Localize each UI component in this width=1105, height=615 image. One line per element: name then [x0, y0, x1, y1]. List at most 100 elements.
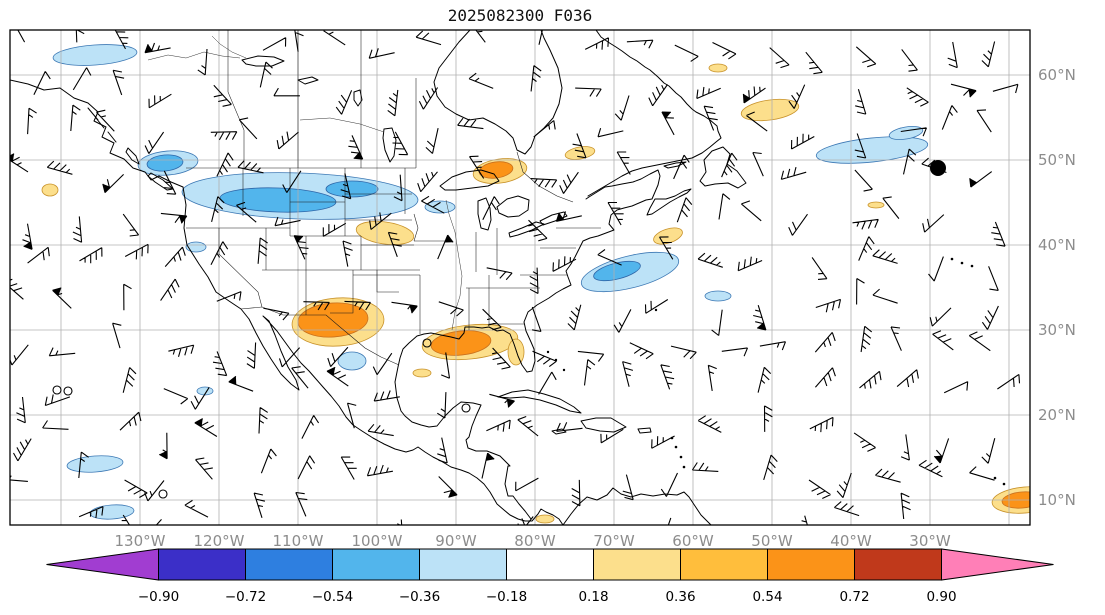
colorbar-tick-label: −0.18 [486, 589, 527, 605]
anomaly-region-negL [337, 351, 367, 371]
island-dot [970, 264, 974, 268]
wind-barb-pennant [743, 93, 751, 103]
wind-barb-pennant [506, 399, 515, 408]
alaska-panhandle-islands [87, 107, 117, 143]
wind-barb-pennant [102, 183, 111, 193]
colorbar-segment [332, 548, 420, 581]
lon-tick-label: 120°W [194, 532, 245, 550]
anomaly-region-posM [430, 330, 492, 356]
wind-barb-pennant [178, 215, 187, 224]
vancouver-island [147, 172, 174, 191]
lon-tick-label: 60°W [672, 532, 714, 550]
anomaly-region-posL [740, 98, 800, 122]
lake-erie [508, 221, 545, 238]
lon-tick-label: 100°W [352, 532, 403, 550]
anomaly-region-negL [704, 290, 732, 302]
lon-tick-label: 110°W [273, 532, 324, 550]
anomaly-region-posL [564, 146, 596, 160]
border-nm-tx [330, 270, 354, 314]
lat-tick-label: 50°N [1038, 151, 1076, 169]
nova-scotia [646, 188, 692, 216]
hudson-bay [433, 30, 563, 155]
anomaly-region-negM [325, 180, 379, 198]
cuba [497, 389, 582, 414]
border-ca-nv [218, 228, 263, 308]
great-slave-lake [241, 55, 285, 67]
wind-barb-pennant [327, 367, 336, 376]
anomaly-region-posL [653, 227, 683, 245]
island-dot [674, 445, 678, 449]
wind-barbs-field [10, 30, 1021, 525]
lat-tick-label: 60°N [1038, 66, 1076, 84]
anomaly-region-negL [66, 455, 124, 473]
island-dot [682, 465, 686, 469]
colorbar-segment [593, 548, 681, 581]
reindeer-lake [353, 89, 363, 107]
anomaly-region-negL [185, 241, 207, 253]
colorbar-segment [680, 548, 768, 581]
colorbar-segment [245, 548, 333, 581]
anomaly-region-negM [593, 260, 641, 282]
lake-ontario [539, 211, 568, 226]
wind-barb-pennant [294, 235, 303, 243]
calm-wind-circle [52, 385, 62, 395]
wind-barb-pennant [145, 44, 153, 53]
wind-barb-pennant [968, 88, 977, 98]
border-bc-ab [227, 30, 245, 168]
political-borders [186, 30, 601, 366]
colorbar-tick-label: 0.36 [665, 589, 695, 605]
colorbar-segment [506, 548, 594, 581]
river-saskatchewan [299, 117, 385, 133]
wind-barb-pennant [10, 153, 15, 163]
river-yukon-area [147, 51, 241, 61]
lat-tick-label: 10°N [1038, 491, 1076, 509]
anomaly-region-posL [708, 63, 728, 73]
anticosti-island [663, 161, 687, 169]
wind-barb-pennant [556, 212, 565, 222]
chart-title: 2025082300 F036 [448, 6, 593, 25]
map-frame [9, 29, 1031, 526]
lon-tick-label: 40°W [830, 532, 872, 550]
colorbar-tick-label: −0.90 [138, 589, 179, 605]
river-mackenzie [211, 35, 247, 59]
border-on-qc [516, 151, 574, 203]
wind-barb-pennant [23, 241, 33, 250]
island-dot [1002, 482, 1006, 486]
jamaica [551, 428, 567, 435]
calm-wind-circle [461, 403, 471, 413]
wind-barb-pennant [485, 453, 495, 461]
haida-gwaii [125, 147, 140, 165]
anomaly-region-posL [507, 338, 525, 366]
wind-barb-pennant [934, 455, 943, 463]
coastlines [10, 30, 747, 525]
border-us-mexico [240, 306, 400, 366]
anomaly-region-negL [196, 386, 214, 396]
colorbar-tick-label: 0.90 [926, 589, 956, 605]
colorbar-tick-label: 0.54 [752, 589, 782, 605]
colorbar: −0.90 −0.72 −0.54 −0.36 −0.18 0.18 0.36 0.54 0.7… [46, 548, 1054, 605]
calm-wind-circle [158, 489, 168, 499]
wind-barb-pennant [448, 489, 458, 498]
small-islands [546, 257, 1006, 486]
lat-tick-label: 20°N [1038, 406, 1076, 424]
lon-tick-label: 130°W [115, 532, 166, 550]
lake-huron [496, 195, 530, 218]
coastline-st-lawrence-labrador [587, 30, 722, 197]
island-dot [654, 308, 658, 312]
lon-tick-label: 70°W [593, 532, 635, 550]
wind-barb-layer [10, 30, 1021, 525]
wind-barb-pennant [661, 112, 671, 119]
border-tx-panhandle [376, 270, 399, 293]
calm-wind-circle [63, 386, 73, 396]
wind-barb-pennant [757, 322, 766, 330]
anomaly-region-posL [355, 220, 415, 246]
island-dot [950, 257, 954, 261]
coastline-south-america [562, 487, 712, 525]
border-ia-ne [413, 213, 419, 242]
wind-barb-pennant [194, 418, 203, 427]
wind-barb-pennant [52, 287, 62, 296]
colorbar-tick-label: 0.72 [839, 589, 869, 605]
lon-tick-label: 80°W [514, 532, 556, 550]
anomaly-region-posL [412, 368, 432, 378]
